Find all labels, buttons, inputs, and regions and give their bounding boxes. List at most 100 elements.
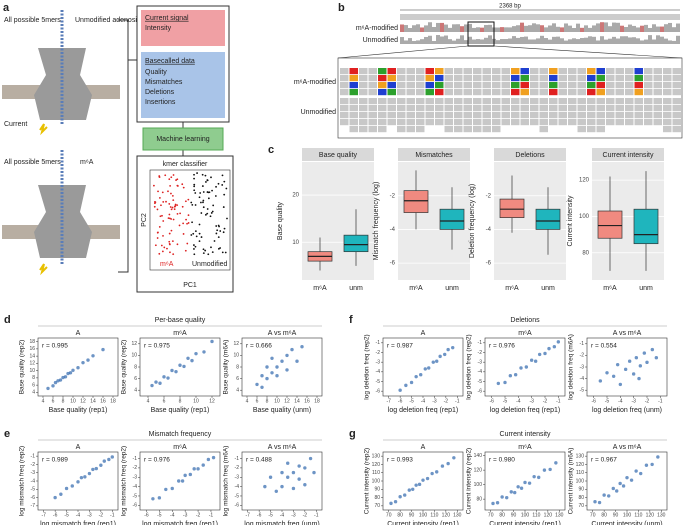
read (653, 98, 662, 105)
read (340, 112, 349, 119)
y-label: Current intensity (rep2) (466, 448, 473, 514)
y-tick-label: -4 (486, 227, 492, 233)
annotation: r = 0.995 (42, 343, 68, 350)
bar (452, 40, 456, 44)
dot (171, 194, 174, 197)
box-text: Insertions (145, 99, 176, 106)
read (416, 98, 425, 105)
y-tick-label: -2 (133, 465, 138, 471)
dot (215, 185, 217, 188)
read (653, 112, 662, 119)
bar (524, 36, 528, 44)
bar (520, 22, 524, 32)
dot (194, 230, 197, 233)
class-label: Unmodified (192, 261, 228, 268)
bar (676, 23, 680, 32)
read (549, 75, 558, 82)
dot (207, 197, 210, 200)
bar (580, 38, 584, 44)
bar (608, 26, 612, 32)
dot (187, 198, 190, 201)
x-tick-label: 70 (488, 512, 494, 518)
bar (604, 22, 608, 32)
read (539, 105, 548, 112)
box (403, 190, 429, 213)
read (349, 75, 358, 82)
bar (500, 27, 504, 32)
point (446, 347, 450, 352)
read (473, 75, 482, 82)
point (537, 475, 541, 480)
bar (528, 25, 532, 32)
point (76, 366, 80, 370)
bar (404, 25, 408, 32)
y-label: Base quality (rep2) (121, 340, 128, 395)
read (397, 75, 406, 82)
point (452, 456, 456, 460)
dot (185, 218, 187, 221)
read (644, 119, 653, 126)
read (530, 98, 539, 105)
y-tick-label: -1 (376, 340, 381, 346)
bar (480, 39, 484, 44)
point (174, 369, 178, 374)
dot (160, 204, 162, 207)
read (368, 119, 377, 126)
point (275, 365, 279, 369)
read (406, 98, 415, 105)
y-tick-label: 120 (372, 462, 381, 468)
point (611, 486, 615, 491)
dot (221, 174, 224, 177)
read (587, 68, 596, 75)
point (524, 365, 529, 369)
x-tick-label: -6 (144, 512, 149, 518)
bar (512, 36, 516, 44)
x-tick-label: -4 (280, 512, 285, 518)
x-label: Base quality (rep1) (49, 407, 108, 414)
bar (428, 22, 432, 32)
bar (536, 38, 540, 44)
dot (168, 242, 171, 245)
read (625, 112, 634, 119)
read (397, 112, 406, 119)
read (340, 105, 349, 112)
bar (652, 39, 656, 44)
point (265, 365, 269, 369)
read (530, 119, 539, 126)
read (558, 119, 567, 126)
x-tick-label: 90 (613, 512, 619, 518)
label: Current (4, 121, 27, 128)
y-label: log mismatch freq (rep2) (121, 446, 128, 516)
label: m⁶A (80, 159, 94, 166)
read (482, 119, 491, 126)
classifier-frame (136, 155, 234, 293)
y-tick-label: 10 (233, 353, 239, 359)
x-tick-label: -6 (257, 512, 262, 518)
read (482, 82, 491, 89)
read (672, 82, 681, 89)
read (653, 68, 662, 75)
read (454, 126, 463, 133)
x-tick-label: 10 (193, 398, 199, 404)
read (511, 119, 520, 126)
read (596, 119, 605, 126)
read (378, 75, 387, 82)
point (182, 364, 186, 369)
panel-title: Base quality (319, 152, 358, 159)
track-label: Unmodified (363, 37, 399, 44)
read (492, 75, 501, 82)
point (51, 384, 55, 388)
bar (400, 37, 404, 44)
point (519, 486, 524, 490)
bar (628, 37, 632, 44)
x-label: log mismatch freq (rep1) (142, 521, 218, 525)
read (473, 126, 482, 133)
x-tick-label: 120 (544, 512, 553, 518)
point (639, 471, 643, 476)
bar (628, 24, 632, 32)
dot (167, 217, 170, 220)
plot-frame (241, 451, 323, 511)
x-tick-label: 4 (42, 398, 45, 404)
point (107, 457, 111, 462)
bar (476, 39, 480, 44)
